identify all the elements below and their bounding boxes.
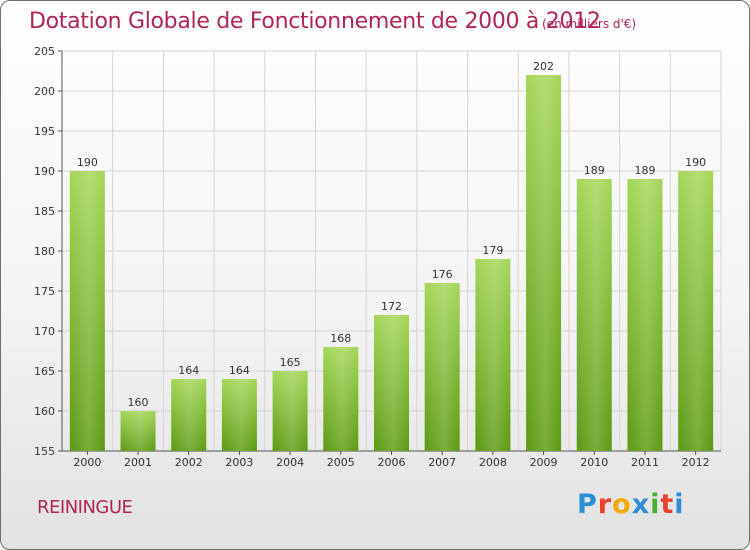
x-tick-label: 2003 [225, 456, 253, 469]
bar-highlight [627, 179, 663, 451]
bar-highlight [221, 379, 257, 451]
logo-letter: x [631, 489, 651, 520]
x-tick-label: 2007 [428, 456, 456, 469]
x-tick-label: 2012 [682, 456, 710, 469]
x-tick-label: 2000 [73, 456, 101, 469]
logo-letter: t [660, 489, 675, 520]
data-label: 179 [482, 244, 503, 257]
data-label: 168 [330, 332, 351, 345]
y-tick-label: 185 [34, 205, 55, 218]
logo-letter: r [597, 489, 613, 520]
data-label: 202 [533, 60, 554, 73]
data-label: 160 [128, 396, 149, 409]
bars [69, 75, 714, 451]
bar-highlight [424, 283, 460, 451]
x-tick-label: 2010 [580, 456, 608, 469]
bar-highlight [475, 259, 511, 451]
labels: 155 160 165 170 175 180 185 190 195 200 205 190 2000… [34, 45, 710, 469]
logo-letter: i [674, 489, 685, 520]
data-label: 189 [634, 164, 655, 177]
data-label: 190 [685, 156, 706, 169]
data-label: 190 [77, 156, 98, 169]
bar-highlight [323, 347, 359, 451]
data-label: 176 [432, 268, 453, 281]
y-tick-label: 160 [34, 405, 55, 418]
x-tick-label: 2008 [479, 456, 507, 469]
bar-highlight [576, 179, 612, 451]
commune-name: REININGUE [37, 497, 133, 518]
x-tick-label: 2004 [276, 456, 304, 469]
data-label: 189 [584, 164, 605, 177]
y-tick-label: 175 [34, 285, 55, 298]
y-tick-label: 170 [34, 325, 55, 338]
logo-letter: i [650, 489, 661, 520]
y-tick-label: 200 [34, 85, 55, 98]
data-label: 172 [381, 300, 402, 313]
y-tick-label: 155 [34, 445, 55, 458]
data-label: 164 [229, 364, 250, 377]
bar-highlight [678, 171, 714, 451]
data-label: 164 [178, 364, 199, 377]
bar-highlight [120, 411, 156, 451]
y-tick-label: 165 [34, 365, 55, 378]
chart-title: Dotation Globale de Fonctionnement de 20… [29, 9, 601, 34]
logo-letter: o [612, 489, 632, 520]
bar-highlight [272, 371, 308, 451]
chart-subtitle: (en milliers d'€) [542, 17, 637, 31]
data-label: 165 [280, 356, 301, 369]
x-tick-label: 2009 [530, 456, 558, 469]
y-tick-label: 205 [34, 45, 55, 58]
y-tick-label: 190 [34, 165, 55, 178]
proxiti-logo[interactable]: Proxiti [577, 489, 685, 520]
bar-highlight [374, 315, 409, 451]
x-tick-label: 2001 [124, 456, 152, 469]
bar-highlight [526, 75, 562, 451]
logo-letter: P [577, 489, 598, 520]
bar-highlight [69, 171, 105, 451]
bar-highlight [171, 379, 207, 451]
x-tick-label: 2006 [378, 456, 406, 469]
x-tick-label: 2005 [327, 456, 355, 469]
x-tick-label: 2002 [175, 456, 203, 469]
x-tick-label: 2011 [631, 456, 659, 469]
y-tick-label: 195 [34, 125, 55, 138]
y-tick-label: 180 [34, 245, 55, 258]
